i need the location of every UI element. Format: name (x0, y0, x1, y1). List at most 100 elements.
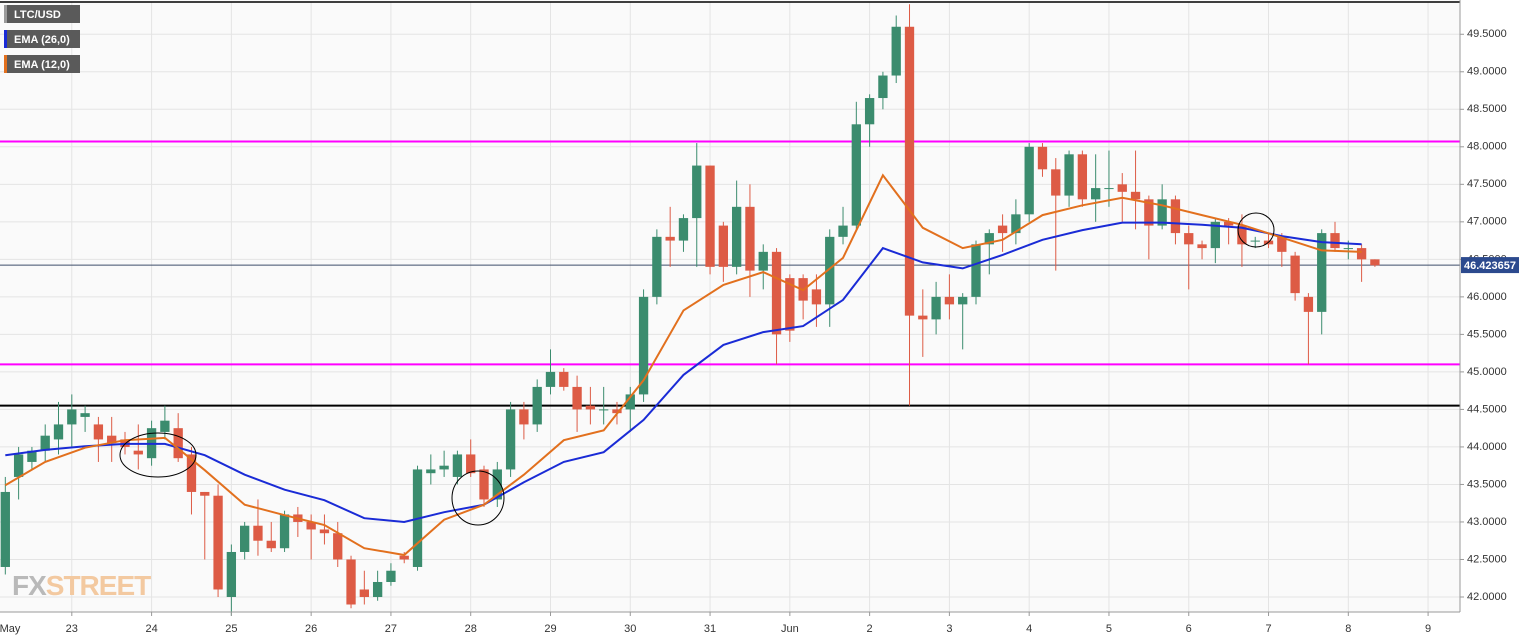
candle-body (825, 236, 835, 305)
candle-body (1064, 154, 1074, 196)
candle-body (944, 296, 955, 305)
candle-body (1024, 146, 1034, 215)
x-tick-label: 6 (1186, 623, 1192, 635)
candle-body (213, 495, 223, 590)
candle-body (878, 75, 888, 99)
annotation-circle (1237, 212, 1275, 248)
candle-body (599, 409, 609, 411)
x-tick-label: 3 (946, 623, 952, 635)
legend-title: LTC/USD (14, 9, 61, 21)
x-tick-label: 29 (544, 623, 556, 635)
candle-body (200, 491, 210, 496)
x-tick-label: 9 (1425, 623, 1431, 635)
candle-body (1277, 236, 1287, 252)
candle-body (479, 469, 489, 500)
x-tick-label: 4 (1026, 623, 1032, 635)
candle-body (1223, 221, 1234, 226)
candle-body (452, 454, 463, 477)
ema-line (4, 173, 1362, 557)
legend: LTC/USD EMA (26,0) EMA (12,0) (4, 5, 80, 73)
y-tick-label: 47.5000 (1467, 178, 1507, 190)
candle-body (359, 589, 369, 597)
x-tick-label: 8 (1345, 623, 1351, 635)
y-tick-label: 43.0000 (1467, 516, 1507, 528)
candle-body (612, 409, 622, 414)
x-tick-label: May (0, 623, 21, 635)
candle-body (785, 278, 795, 331)
candle-body (253, 525, 263, 541)
candle-body (240, 525, 250, 552)
candle-body (1210, 221, 1220, 249)
candle-body (572, 386, 582, 410)
candle-body (1370, 259, 1380, 266)
candle-body (864, 98, 875, 125)
candle-body (173, 428, 183, 459)
candle-body (426, 469, 436, 474)
candle-body (1157, 199, 1167, 226)
candle-body (67, 409, 77, 425)
candle-body (1091, 188, 1101, 200)
candle-body (984, 233, 994, 245)
candle-body (93, 424, 104, 440)
y-tick-label: 44.0000 (1467, 441, 1507, 453)
candle-body (319, 529, 330, 534)
candle-body (1037, 146, 1048, 170)
y-tick-label: 45.0000 (1467, 366, 1507, 378)
legend-box (4, 55, 80, 73)
candle-body (904, 26, 915, 316)
candle-body (532, 386, 542, 425)
legend-swatch (4, 55, 7, 73)
y-tick-label: 49.0000 (1467, 66, 1507, 78)
candle-body (1011, 214, 1021, 234)
candle-body (692, 165, 702, 219)
legend-label: EMA (12,0) (14, 59, 70, 71)
candle-body (1144, 199, 1154, 226)
x-tick-label: 27 (385, 623, 397, 635)
y-tick-label: 48.0000 (1467, 141, 1507, 153)
candle-body (1077, 154, 1088, 200)
candle-body (625, 394, 635, 410)
levels (0, 140, 1460, 407)
candle-body (40, 435, 50, 451)
candle-body (585, 405, 596, 410)
candle-body (346, 559, 356, 605)
candle-body (53, 424, 64, 440)
candle-body (958, 296, 968, 305)
y-tick-label: 46.0000 (1467, 291, 1507, 303)
legend-box (4, 30, 80, 48)
candle-body (559, 371, 569, 387)
candle-body (1290, 255, 1300, 294)
last-price-label: 46.423657 (1464, 260, 1516, 272)
legend-swatch (4, 30, 7, 48)
candle-body (1330, 233, 1340, 249)
axes: 42.0000 42.5000 43.0000 43.5000 44.0000 44.50… (0, 28, 1519, 635)
plot-background (0, 0, 1460, 612)
candle-body (80, 413, 90, 417)
y-tick-label: 47.0000 (1467, 216, 1507, 228)
x-tick-label: Jun (781, 623, 799, 635)
candle-body (931, 296, 941, 320)
candle-body (1303, 296, 1314, 312)
x-tick-label: 5 (1106, 623, 1112, 635)
candle-body (306, 521, 316, 530)
candle-body (771, 251, 782, 335)
y-tick-label: 49.5000 (1467, 28, 1507, 40)
candle-body (372, 581, 383, 597)
candle-body (186, 454, 197, 492)
candle-body (1343, 248, 1353, 250)
candle-body (505, 409, 516, 470)
candle-body (665, 236, 675, 241)
annotation-circle (119, 432, 197, 478)
candle-body (439, 465, 449, 470)
last-price-box (1461, 257, 1519, 274)
y-tick-label: 48.5000 (1467, 103, 1507, 115)
candle-body (731, 206, 742, 267)
candle-body (838, 225, 848, 237)
candle-body (160, 420, 170, 432)
watermark-street: STREET (46, 570, 151, 601)
candle-body (133, 450, 143, 455)
candle-body (652, 236, 662, 297)
watermark-fx: FX (12, 570, 47, 601)
ema-line (5, 221, 1362, 524)
